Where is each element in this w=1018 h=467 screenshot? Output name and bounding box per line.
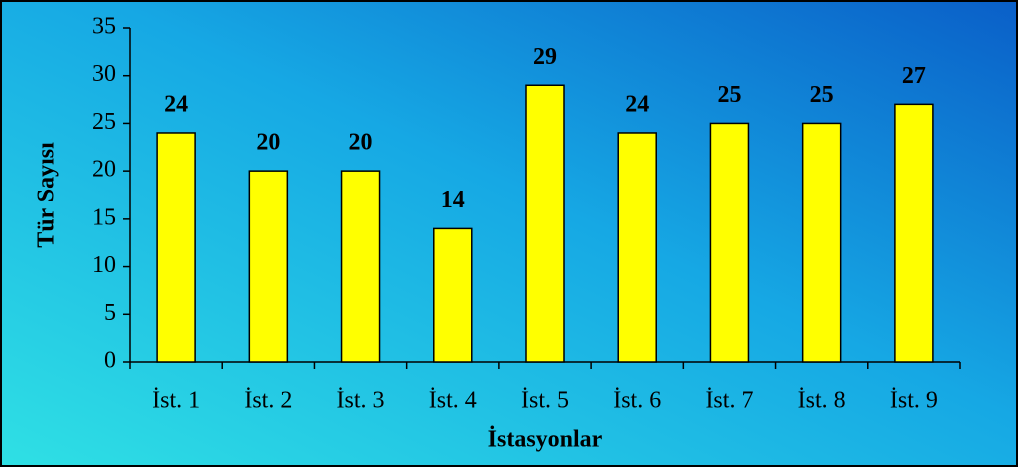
data-label: 24 bbox=[625, 91, 649, 117]
bar bbox=[801, 122, 842, 363]
x-tick-label: İst. 1 bbox=[152, 388, 200, 414]
data-label: 20 bbox=[349, 130, 373, 156]
y-tick-label: 20 bbox=[92, 157, 116, 183]
bar bbox=[709, 122, 750, 363]
data-label: 29 bbox=[533, 44, 557, 70]
y-tick-label: 10 bbox=[92, 252, 116, 278]
x-axis-title: İstasyonlar bbox=[488, 427, 603, 453]
bar bbox=[525, 84, 565, 363]
bar bbox=[340, 170, 381, 363]
data-label: 25 bbox=[810, 82, 834, 108]
y-tick-label: 35 bbox=[92, 14, 116, 40]
bar bbox=[617, 132, 657, 363]
x-tick-label: İst. 6 bbox=[613, 388, 661, 414]
x-tick-label: İst. 3 bbox=[337, 388, 385, 414]
data-label: 24 bbox=[164, 91, 188, 117]
x-tick-label: İst. 5 bbox=[521, 388, 569, 414]
data-label: 25 bbox=[717, 82, 741, 108]
y-tick-label: 30 bbox=[92, 61, 116, 87]
x-tick-label: İst. 8 bbox=[798, 388, 846, 414]
x-tick-label: İst. 9 bbox=[890, 388, 938, 414]
x-tick-label: İst. 2 bbox=[244, 388, 292, 414]
y-tick-label: 25 bbox=[92, 109, 116, 135]
y-tick-label: 5 bbox=[104, 300, 116, 326]
bar bbox=[248, 170, 289, 363]
bar bbox=[894, 103, 934, 363]
y-axis-title: Tür Sayısı bbox=[34, 142, 60, 248]
bar bbox=[156, 132, 196, 363]
data-label: 14 bbox=[441, 187, 465, 213]
y-tick-label: 0 bbox=[104, 348, 116, 374]
data-label: 20 bbox=[256, 130, 280, 156]
x-tick-label: İst. 7 bbox=[705, 388, 753, 414]
y-tick-label: 15 bbox=[92, 204, 116, 230]
bar bbox=[433, 227, 473, 363]
x-tick-label: İst. 4 bbox=[429, 388, 477, 414]
data-label: 27 bbox=[902, 63, 926, 89]
